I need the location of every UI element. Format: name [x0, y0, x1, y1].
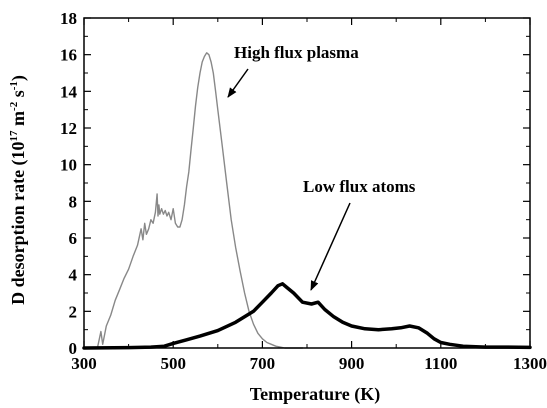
y-axis-title: D desorption rate (1017 m-2 s-1)	[8, 75, 29, 305]
series-line-low-flux-atoms	[82, 282, 532, 350]
y-axis-title-exp2: -2	[8, 101, 20, 111]
y-axis-title-exp3: -1	[8, 81, 20, 90]
y-tick-label: 14	[60, 82, 78, 101]
ticks-layer	[83, 17, 531, 349]
y-tick-label: 6	[69, 229, 78, 248]
x-tick-label: 1100	[424, 354, 457, 373]
series-line-high-flux-plasma	[96, 52, 304, 349]
y-tick-label: 8	[69, 192, 78, 211]
y-tick-label: 10	[60, 156, 77, 175]
x-tick-label: 1300	[513, 354, 547, 373]
annotation-low-flux-atoms: Low flux atoms	[303, 177, 416, 291]
y-tick-label: 12	[60, 119, 77, 138]
x-axis-title: Temperature (K)	[250, 384, 380, 405]
x-tick-labels: 300 500 700 900 1100 1300	[71, 354, 547, 373]
annotation-low-flux-atoms-label: Low flux atoms	[303, 177, 416, 196]
x-tick-label: 300	[71, 354, 97, 373]
x-tick-label: 900	[339, 354, 365, 373]
x-tick-label: 700	[250, 354, 276, 373]
annotation-high-flux-plasma-arrow	[227, 68, 249, 98]
y-tick-label: 2	[69, 302, 78, 321]
annotation-high-flux-plasma-label: High flux plasma	[234, 43, 359, 62]
y-tick-label: 4	[69, 266, 78, 285]
y-tick-label: 16	[60, 46, 77, 65]
y-axis-title-exp1: 17	[8, 130, 20, 142]
annotation-low-flux-atoms-arrow	[310, 202, 351, 291]
y-tick-label: 0	[69, 339, 78, 358]
series-layer	[82, 52, 532, 350]
x-tick-label: 500	[160, 354, 186, 373]
y-axis-title-mid1: m	[8, 111, 28, 131]
annotation-high-flux-plasma: High flux plasma	[227, 43, 359, 98]
y-axis-title-end: )	[8, 75, 29, 81]
y-axis-title-base: D desorption rate (10	[8, 141, 29, 304]
y-axis-title-mid2: s	[8, 90, 28, 102]
y-tick-label: 18	[60, 9, 77, 28]
y-tick-labels: 0 2 4 6 8 10 12 14 16 18	[60, 9, 78, 358]
